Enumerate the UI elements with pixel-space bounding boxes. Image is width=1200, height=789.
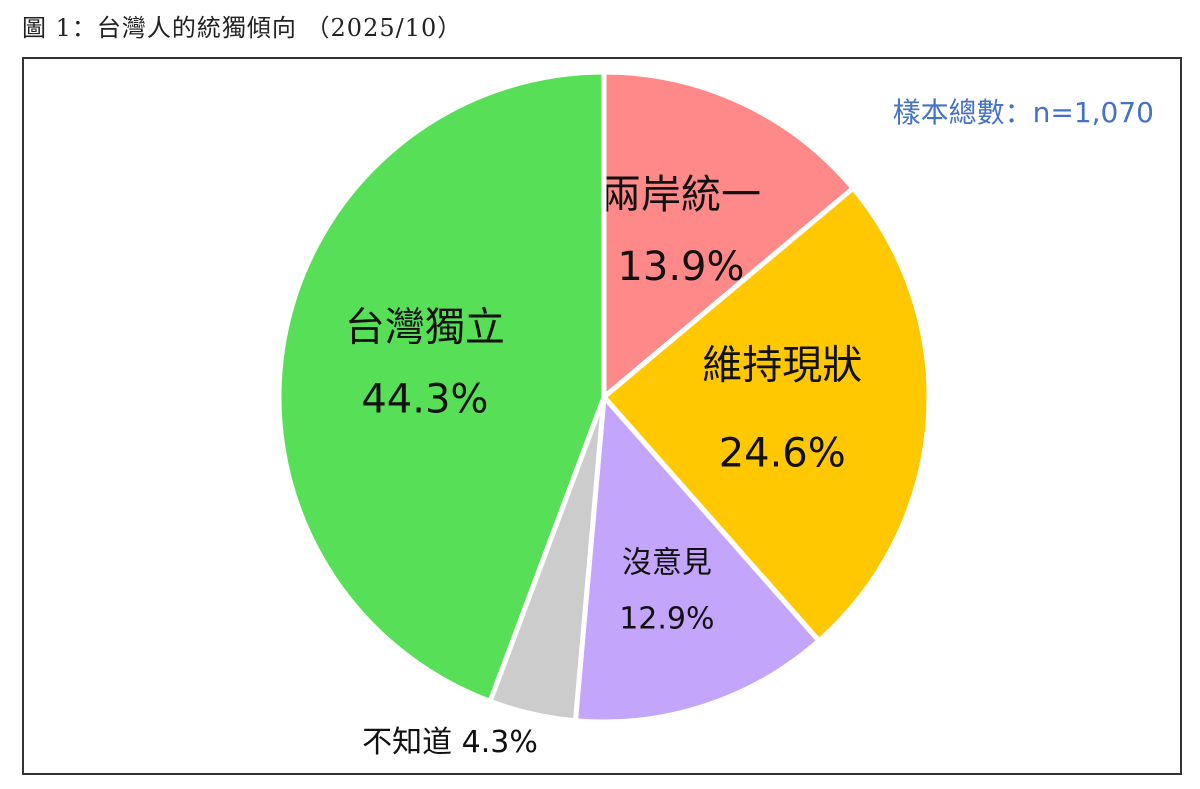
- slice-name-label: 維持現狀: [702, 342, 862, 388]
- slice-value-label: 44.3%: [361, 377, 488, 423]
- pie-slice: [572, 394, 822, 725]
- pie-slice: [276, 69, 607, 704]
- slice-name-label: 沒意見: [622, 545, 712, 580]
- pie-slice: [601, 69, 856, 400]
- slice-name-label: 台灣獨立: [345, 305, 505, 351]
- slice-value-label: 12.9%: [619, 601, 714, 636]
- slice-value-label: 24.6%: [719, 430, 846, 476]
- slice-value-label: 13.9%: [617, 244, 744, 290]
- pie-slice: [601, 185, 932, 644]
- sample-size-note: 樣本總數：n=1,070: [892, 96, 1154, 129]
- slice-label: 不知道 4.3%: [362, 725, 538, 760]
- slice-name-label: 兩岸統一: [601, 172, 761, 218]
- figure-title: 圖 1：台灣人的統獨傾向 （2025/10）: [22, 14, 463, 42]
